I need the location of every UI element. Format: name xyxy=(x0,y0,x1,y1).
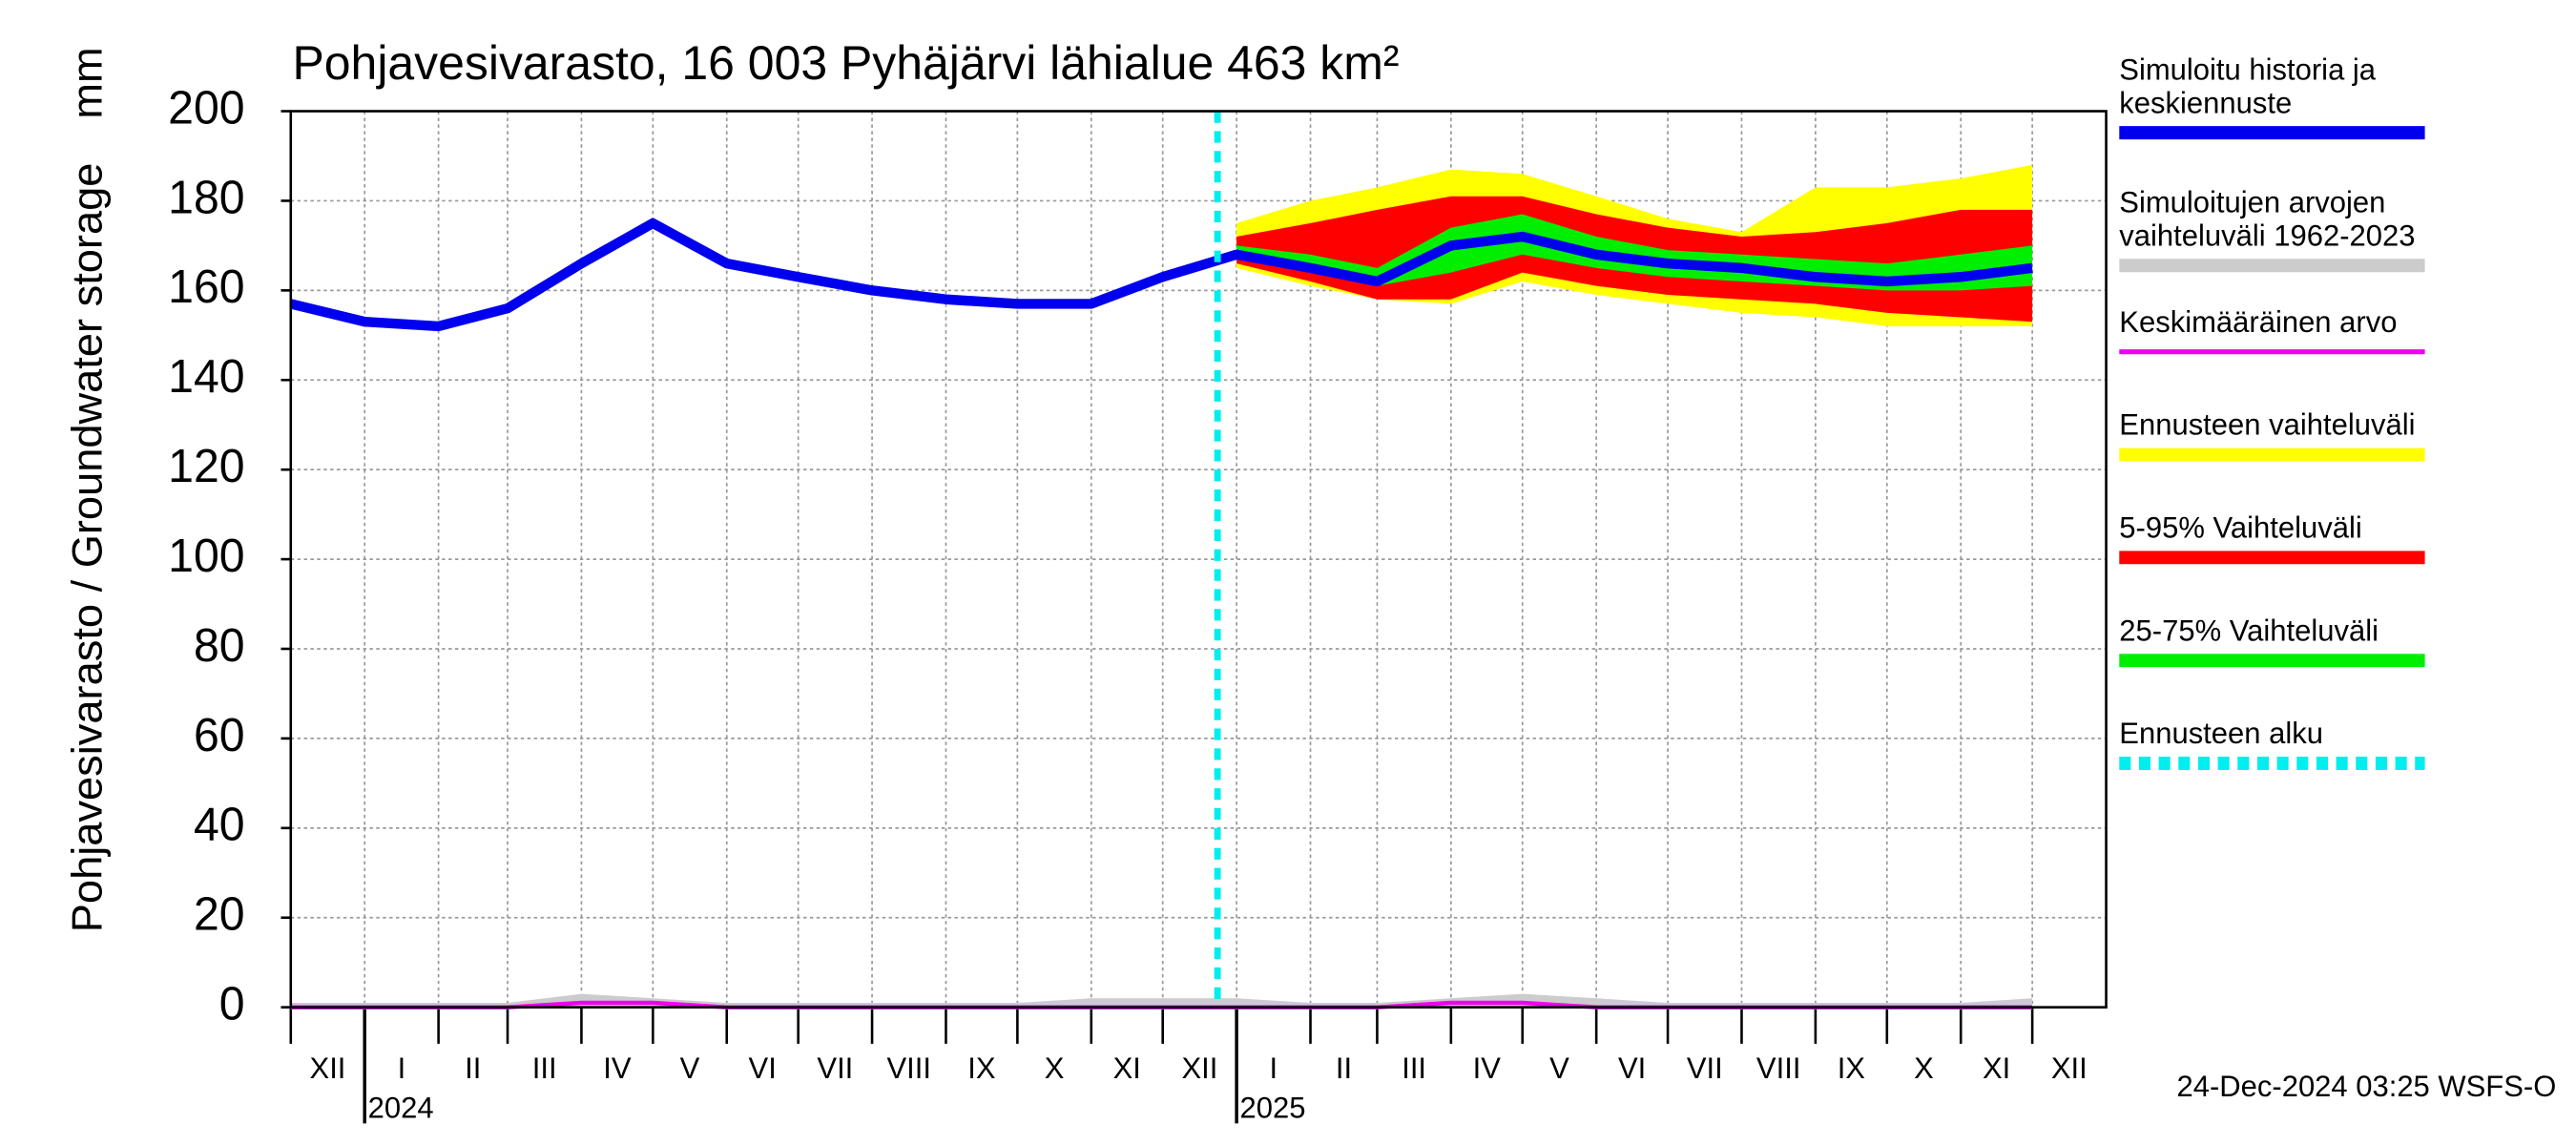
legend-text: 5-95% Vaihteluväli xyxy=(2119,510,2362,545)
x-tick-label: XI xyxy=(1983,1051,2010,1085)
x-tick-label: X xyxy=(1045,1051,1065,1085)
x-tick-label: IV xyxy=(603,1051,632,1085)
legend: Simuloitu historia ja keskiennuste Simulo… xyxy=(2119,52,2425,770)
chart-title: Pohjavesivarasto, 16 003 Pyhäjärvi lähia… xyxy=(293,36,1400,90)
x-tick-label: III xyxy=(1402,1051,1426,1085)
year-label: 2024 xyxy=(368,1092,434,1125)
legend-label: Ennusteen vaihteluväli xyxy=(2119,407,2416,442)
legend-text: Keskimääräinen arvo xyxy=(2119,305,2398,339)
legend-label: Keskimääräinen arvo xyxy=(2119,305,2398,339)
x-tick-label: XII xyxy=(1181,1051,1217,1085)
y-axis-unit: mm xyxy=(63,47,112,118)
x-tick-label: V xyxy=(1549,1051,1569,1085)
marks xyxy=(289,111,2033,1010)
y-tick-label: 140 xyxy=(168,351,244,403)
y-tick-label: 60 xyxy=(194,710,245,761)
legend-text: Simuloitujen arvojen vaihteluväli 1962-2… xyxy=(2119,185,2416,253)
legend-label: 5-95% Vaihteluväli xyxy=(2119,510,2362,545)
forecast-band xyxy=(1236,214,2033,291)
x-tick-label: VI xyxy=(749,1051,777,1085)
legend-text: 25-75% Vaihteluväli xyxy=(2119,614,2379,648)
x-tick-label: I xyxy=(1270,1051,1278,1085)
storage-line xyxy=(289,218,2033,332)
y-tick-label: 80 xyxy=(194,620,245,672)
x-tick-label: IX xyxy=(1838,1051,1866,1085)
x-tick-label: VI xyxy=(1618,1051,1646,1085)
range-band xyxy=(290,993,2033,1008)
y-axis-label: Pohjavesivarasto / Groundwater storage xyxy=(63,163,112,933)
y-tick-label: 100 xyxy=(168,531,244,582)
y-tick-label: 120 xyxy=(168,441,244,492)
y-tick-label: 40 xyxy=(194,799,245,850)
x-tick-label: II xyxy=(465,1051,481,1085)
x-tick-label: VII xyxy=(1687,1051,1723,1085)
y-tick-label: 180 xyxy=(168,172,244,223)
x-tick-label: III xyxy=(532,1051,557,1085)
legend-label: Simuloitujen arvojen vaihteluväli 1962-2… xyxy=(2119,185,2416,253)
x-tick-label: VIII xyxy=(1756,1051,1801,1085)
x-tick-label: V xyxy=(680,1051,700,1085)
x-tick-label: X xyxy=(1914,1051,1934,1085)
year-label: 2025 xyxy=(1240,1092,1306,1125)
x-tick-label: XII xyxy=(2051,1051,2088,1085)
y-tick-label: 160 xyxy=(168,261,244,313)
y-tick-label: 0 xyxy=(219,978,245,1030)
plot-frame xyxy=(289,110,2108,1009)
legend-label: Simuloitu historia ja keskiennuste xyxy=(2119,52,2377,120)
x-tick-label: IV xyxy=(1473,1051,1502,1085)
x-tick-label: II xyxy=(1336,1051,1352,1085)
x-tick-label: VII xyxy=(817,1051,853,1085)
legend-label: Ennusteen alku xyxy=(2119,717,2323,751)
legend-text: Ennusteen vaihteluväli xyxy=(2119,407,2416,442)
y-tick-label: 20 xyxy=(194,888,245,940)
x-tick-label: VIII xyxy=(887,1051,932,1085)
x-tick-label: XII xyxy=(310,1051,346,1085)
x-tick-label: IX xyxy=(967,1051,996,1085)
footer: 24-Dec-2024 03:25 WSFS-O xyxy=(2177,1070,2557,1103)
legend-label: 25-75% Vaihteluväli xyxy=(2119,614,2379,648)
x-tick-label: XI xyxy=(1113,1051,1141,1085)
x-tick-label: I xyxy=(398,1051,406,1085)
legend-text: Simuloitu historia ja keskiennuste xyxy=(2119,52,2377,120)
y-tick-label: 200 xyxy=(168,82,244,134)
legend-text: Ennusteen alku xyxy=(2119,717,2323,751)
